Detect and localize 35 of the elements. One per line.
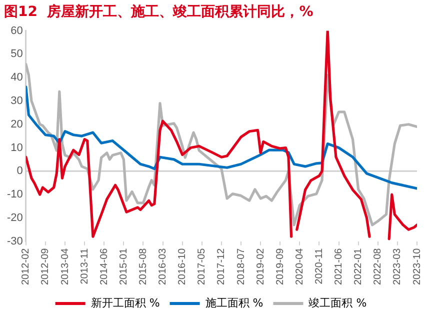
x-tick-label: 2015-01 <box>118 248 130 286</box>
x-tick-label: 2016-10 <box>177 248 188 286</box>
y-tick-label: -20 <box>6 212 23 224</box>
x-tick-label: 2021-06 <box>334 248 345 286</box>
x-tick-label: 2016-03 <box>158 248 169 286</box>
x-tick-label: 2022-01 <box>353 248 364 286</box>
y-tick-label: -10 <box>6 188 23 201</box>
x-tick-label: 2020-04 <box>294 248 306 286</box>
x-tick-label: 2013-04 <box>60 248 71 286</box>
x-tick-label: 2020-11 <box>314 248 325 284</box>
x-tick-label: 2018-07 <box>236 248 247 286</box>
y-tick-label: 50 <box>10 48 23 60</box>
y-tick-label: 20 <box>10 118 23 130</box>
legend-label: 竣工面积 % <box>308 296 367 310</box>
x-tick-label: 2012-02 <box>20 248 32 286</box>
x-tick-label: 2023-03 <box>392 248 404 286</box>
y-tick-label: 40 <box>10 72 23 84</box>
x-tick-label: 2015-08 <box>138 248 149 286</box>
y-tick-label: 10 <box>10 142 23 154</box>
x-tick-label: 2012-09 <box>40 248 52 286</box>
legend-label: 施工面积 % <box>205 296 264 310</box>
y-tick-label: 0 <box>16 165 23 178</box>
y-tick-label: 60 <box>10 24 23 37</box>
x-tick-label: 2017-05 <box>196 248 208 286</box>
x-tick-label: 2013-11 <box>79 248 90 284</box>
x-tick-label: 2019-09 <box>274 248 286 286</box>
y-tick-label: 30 <box>10 95 23 107</box>
chart-title: 图12 房屋新开工、施工、竣工面积累计同比，% <box>4 3 314 20</box>
x-tick-label: 2023-10 <box>412 248 423 286</box>
x-tick-label: 2019-02 <box>255 248 266 286</box>
legend-label: 新开工面积 % <box>90 296 160 310</box>
x-tick-label: 2014-06 <box>98 248 110 286</box>
x-tick-label: 2022-08 <box>372 248 384 286</box>
x-tick-label: 2017-12 <box>216 248 228 286</box>
y-tick-label: -30 <box>6 235 23 248</box>
